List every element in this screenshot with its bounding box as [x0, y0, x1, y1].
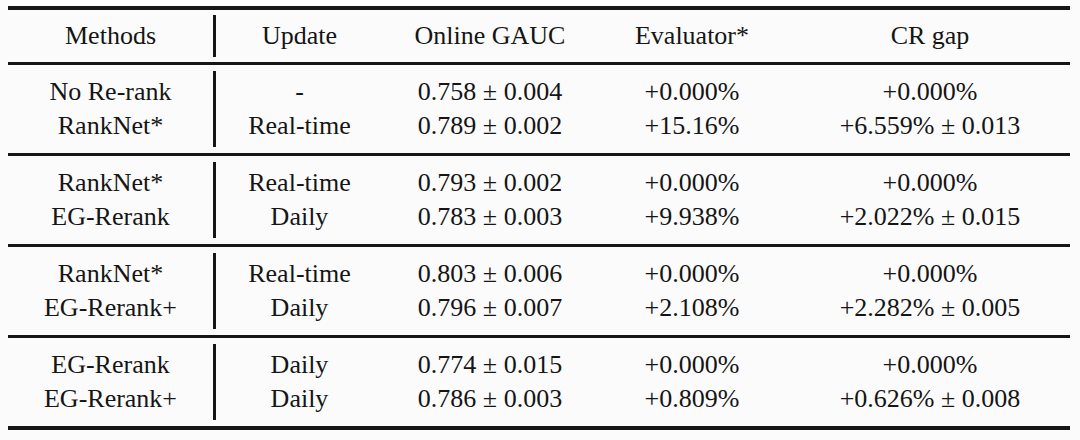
- table-row: EG-Rerank+ Daily 0.786 ± 0.003 +0.809% +…: [8, 382, 1070, 416]
- header-row: Methods Update Online GAUC Evaluator* CR…: [8, 10, 1070, 62]
- column-header-online-gauc: Online GAUC: [386, 21, 594, 51]
- cell-cr-gap: +2.022% ± 0.015: [790, 200, 1070, 234]
- column-divider: [213, 253, 216, 329]
- column-divider: [213, 15, 216, 57]
- cell-online-gauc: 0.786 ± 0.003: [386, 382, 594, 416]
- cell-evaluator: +0.000%: [594, 257, 790, 291]
- cell-online-gauc: 0.758 ± 0.004: [386, 75, 594, 109]
- cell-update: Daily: [213, 348, 386, 382]
- cell-update: Daily: [213, 382, 386, 416]
- cell-update: -: [213, 75, 386, 109]
- column-header-cr-gap: CR gap: [790, 21, 1070, 51]
- cell-method: RankNet*: [8, 109, 213, 143]
- results-table: Methods Update Online GAUC Evaluator* CR…: [8, 6, 1070, 430]
- cell-method: RankNet*: [8, 166, 213, 200]
- column-header-evaluator: Evaluator*: [594, 21, 790, 51]
- cell-cr-gap: +0.000%: [790, 348, 1070, 382]
- cell-update: Real-time: [213, 257, 386, 291]
- cell-online-gauc: 0.793 ± 0.002: [386, 166, 594, 200]
- column-header-methods: Methods: [8, 21, 213, 51]
- table-row: RankNet* Real-time 0.793 ± 0.002 +0.000%…: [8, 166, 1070, 200]
- cell-update: Daily: [213, 291, 386, 325]
- cell-method: EG-Rerank: [8, 200, 213, 234]
- cell-evaluator: +9.938%: [594, 200, 790, 234]
- cell-update: Real-time: [213, 109, 386, 143]
- column-divider: [213, 344, 216, 420]
- column-divider: [213, 162, 216, 238]
- row-group-4: EG-Rerank Daily 0.774 ± 0.015 +0.000% +0…: [8, 338, 1070, 426]
- row-group-2: RankNet* Real-time 0.793 ± 0.002 +0.000%…: [8, 156, 1070, 247]
- row-group-3: RankNet* Real-time 0.803 ± 0.006 +0.000%…: [8, 247, 1070, 338]
- cell-method: RankNet*: [8, 257, 213, 291]
- cell-evaluator: +0.000%: [594, 166, 790, 200]
- cell-online-gauc: 0.774 ± 0.015: [386, 348, 594, 382]
- table-row: EG-Rerank Daily 0.783 ± 0.003 +9.938% +2…: [8, 200, 1070, 234]
- cell-evaluator: +0.809%: [594, 382, 790, 416]
- cell-evaluator: +2.108%: [594, 291, 790, 325]
- cell-online-gauc: 0.789 ± 0.002: [386, 109, 594, 143]
- cell-evaluator: +0.000%: [594, 75, 790, 109]
- table-row: EG-Rerank Daily 0.774 ± 0.015 +0.000% +0…: [8, 348, 1070, 382]
- table-header: Methods Update Online GAUC Evaluator* CR…: [8, 10, 1070, 65]
- cell-cr-gap: +0.000%: [790, 75, 1070, 109]
- cell-online-gauc: 0.796 ± 0.007: [386, 291, 594, 325]
- table-row: RankNet* Real-time 0.789 ± 0.002 +15.16%…: [8, 109, 1070, 143]
- column-header-update: Update: [213, 21, 386, 51]
- cell-online-gauc: 0.783 ± 0.003: [386, 200, 594, 234]
- cell-cr-gap: +0.000%: [790, 166, 1070, 200]
- table-row: RankNet* Real-time 0.803 ± 0.006 +0.000%…: [8, 257, 1070, 291]
- cell-evaluator: +0.000%: [594, 348, 790, 382]
- cell-online-gauc: 0.803 ± 0.006: [386, 257, 594, 291]
- table-row: No Re-rank - 0.758 ± 0.004 +0.000% +0.00…: [8, 75, 1070, 109]
- cell-method: No Re-rank: [8, 75, 213, 109]
- cell-evaluator: +15.16%: [594, 109, 790, 143]
- cell-method: EG-Rerank: [8, 348, 213, 382]
- table-row: EG-Rerank+ Daily 0.796 ± 0.007 +2.108% +…: [8, 291, 1070, 325]
- cell-cr-gap: +2.282% ± 0.005: [790, 291, 1070, 325]
- cell-method: EG-Rerank+: [8, 291, 213, 325]
- cell-cr-gap: +0.626% ± 0.008: [790, 382, 1070, 416]
- cell-cr-gap: +0.000%: [790, 257, 1070, 291]
- cell-update: Real-time: [213, 166, 386, 200]
- column-divider: [213, 71, 216, 147]
- row-group-1: No Re-rank - 0.758 ± 0.004 +0.000% +0.00…: [8, 65, 1070, 156]
- cell-update: Daily: [213, 200, 386, 234]
- cell-cr-gap: +6.559% ± 0.013: [790, 109, 1070, 143]
- cell-method: EG-Rerank+: [8, 382, 213, 416]
